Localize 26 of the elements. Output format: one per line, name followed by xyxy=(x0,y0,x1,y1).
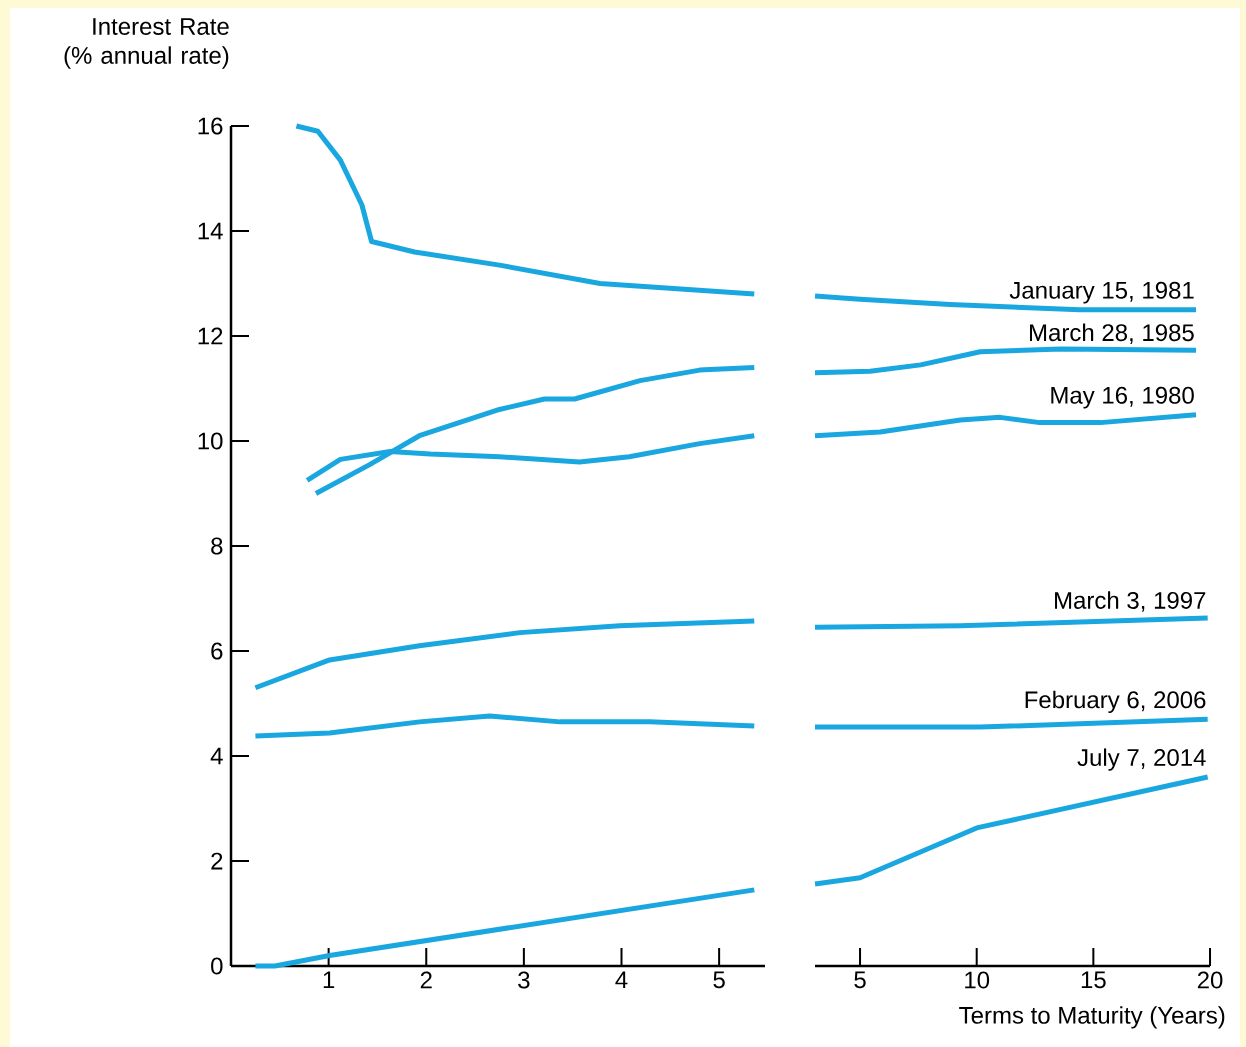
y-tick-label: 8 xyxy=(211,537,223,555)
y-tick-label: 2 xyxy=(211,852,223,870)
y-tick-label: 4 xyxy=(210,747,223,765)
series-label: July 7, 2014 xyxy=(1077,748,1206,771)
x-tick-label: 15 xyxy=(1081,971,1106,989)
y-axis-title: Interest Rate (% annual rate) xyxy=(64,18,229,69)
series-label: March 28, 1985 xyxy=(1030,323,1194,344)
series-label: March 3, 1997 xyxy=(1055,591,1206,612)
x-axis-title: Terms to Maturity (Years) xyxy=(959,1006,1225,1029)
y-tick-label: 16 xyxy=(198,117,223,135)
x-tick-label: 3 xyxy=(518,971,530,989)
x-tick-label: 5 xyxy=(713,971,725,989)
x-tick-label: 1 xyxy=(323,971,335,989)
y-tick-label: 10 xyxy=(198,432,223,450)
y-tick-label: 0 xyxy=(211,957,223,975)
x-tick-label: 5 xyxy=(854,971,866,989)
y-tick-label: 14 xyxy=(198,222,223,240)
x-tick-label: 20 xyxy=(1197,971,1223,989)
x-tick-label: 4 xyxy=(615,971,628,989)
y-tick-label: 6 xyxy=(211,642,223,660)
series-label: February 6, 2006 xyxy=(1025,690,1206,714)
y-tick-label: 12 xyxy=(198,327,223,345)
x-tick-label: 10 xyxy=(965,971,990,989)
series-label: January 15, 1981 xyxy=(1009,281,1194,304)
x-tick-label: 2 xyxy=(420,971,432,989)
series-label: May 16, 1980 xyxy=(1051,386,1194,409)
